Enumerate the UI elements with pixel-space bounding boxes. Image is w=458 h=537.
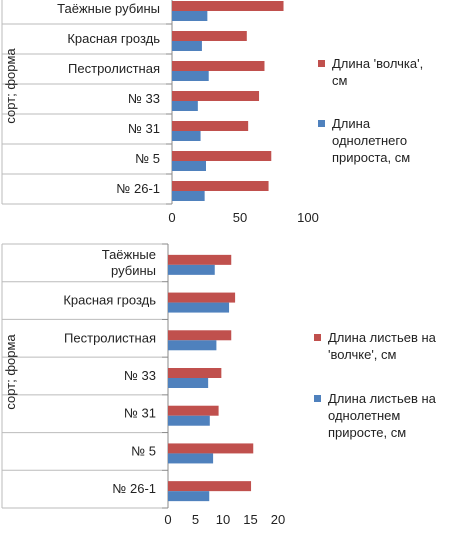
bar-blue-6 bbox=[172, 161, 206, 171]
bar-red-3 bbox=[172, 61, 265, 71]
legend-label: Длина однолетнего прироста, см bbox=[332, 116, 410, 165]
category-label: Красная гроздь bbox=[67, 31, 160, 46]
bar-blue-5 bbox=[172, 131, 201, 141]
bar-red-2 bbox=[172, 31, 247, 41]
legend-swatch bbox=[314, 395, 321, 402]
bar-red-6 bbox=[172, 151, 272, 161]
category-label: № 5 bbox=[135, 151, 160, 166]
bar-blue-7 bbox=[172, 191, 205, 201]
x-tick-label: 20 bbox=[271, 512, 285, 527]
bar-blue-1 bbox=[172, 11, 208, 21]
bar-red-2 bbox=[168, 292, 236, 303]
bar-blue-2 bbox=[172, 41, 202, 51]
legend-swatch bbox=[318, 60, 325, 67]
chart-1: Таёжные рубины Красная гроздь Пестролистна… bbox=[1, 0, 423, 225]
category-label: Красная гроздь bbox=[63, 293, 156, 308]
bar-blue-2 bbox=[168, 302, 230, 313]
bar-blue-1 bbox=[168, 264, 215, 275]
category-label: Пестролистная bbox=[68, 61, 160, 76]
x-tick-label: 0 bbox=[164, 512, 171, 527]
bar-red-4 bbox=[168, 368, 222, 378]
category-label: № 33 bbox=[124, 368, 156, 383]
bar-blue-3 bbox=[168, 340, 217, 351]
bar-red-7 bbox=[172, 181, 269, 191]
bar-blue-6 bbox=[168, 453, 214, 464]
x-tick-label: 10 bbox=[216, 512, 230, 527]
category-label: № 31 bbox=[128, 121, 160, 136]
bar-red-1 bbox=[172, 1, 284, 11]
bar-red-3 bbox=[168, 330, 232, 341]
bar-red-6 bbox=[168, 443, 254, 454]
bar-blue-7 bbox=[168, 491, 210, 502]
bar-red-4 bbox=[172, 91, 260, 101]
bar-blue-4 bbox=[172, 101, 198, 111]
bar-red-7 bbox=[168, 481, 252, 492]
bar-red-5 bbox=[168, 405, 219, 416]
bar-red-1 bbox=[168, 254, 232, 265]
x-tick-label: 100 bbox=[297, 210, 319, 225]
x-tick-label: 50 bbox=[233, 210, 247, 225]
category-label: № 26-1 bbox=[116, 181, 160, 196]
bar-red-5 bbox=[172, 121, 249, 131]
category-label: № 33 bbox=[128, 91, 160, 106]
category-label: № 31 bbox=[124, 406, 156, 421]
legend-label: Длина листьев на однолетнем приросте, см bbox=[328, 391, 437, 440]
y-axis-title: сорт; форма bbox=[3, 48, 18, 124]
bar-blue-5 bbox=[168, 415, 210, 426]
category-label: Таёжные bbox=[102, 247, 156, 262]
category-label: Таёжные рубины bbox=[57, 1, 160, 16]
x-tick-label: 0 bbox=[168, 210, 175, 225]
bar-blue-3 bbox=[172, 71, 209, 81]
legend-swatch bbox=[314, 334, 321, 341]
x-tick-label: 15 bbox=[243, 512, 257, 527]
category-label: рубины bbox=[111, 263, 156, 278]
legend-swatch bbox=[318, 120, 325, 127]
y-axis-title: сорт; форма bbox=[3, 334, 18, 410]
category-label: Пестролистная bbox=[64, 330, 156, 345]
x-tick-label: 5 bbox=[192, 512, 199, 527]
category-label: № 5 bbox=[131, 443, 156, 458]
category-label: № 26-1 bbox=[112, 481, 156, 496]
legend-label: Длина листьев на'волчке', см bbox=[328, 330, 437, 362]
bar-blue-4 bbox=[168, 378, 209, 388]
legend-label: Длина 'волчка', см bbox=[332, 56, 423, 88]
